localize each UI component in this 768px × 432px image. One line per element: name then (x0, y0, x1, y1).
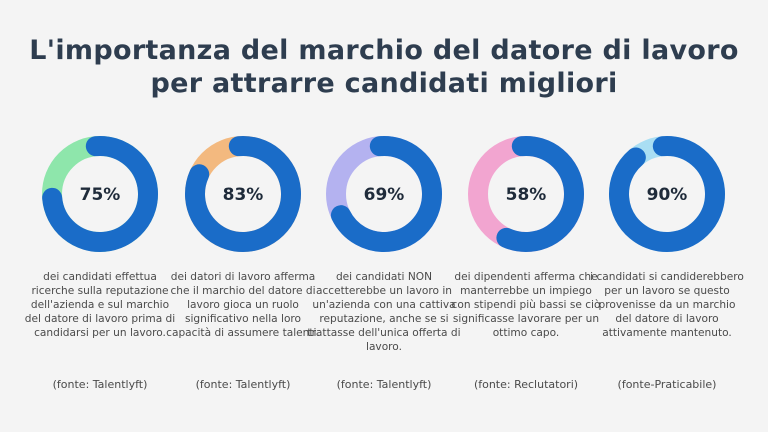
stat-card: 75% dei candidati effettua ricerche sulla… (23, 132, 177, 391)
stat-description: dei datori di lavoro afferma che il marc… (166, 271, 320, 339)
stat-source: (fonte: Talentlyft) (52, 378, 148, 391)
stat-card: 69% dei candidati NON accetterebbe un lav… (307, 132, 461, 391)
donut-value-arc (185, 135, 301, 252)
donut-chart: 69% (326, 135, 442, 252)
stat-source: (fonte: Talentlyft) (195, 378, 291, 391)
percent-label: 75% (80, 185, 121, 205)
stat-source: (fonte-Praticabile) (617, 378, 717, 391)
donut-chart: 58% (468, 135, 584, 252)
stat-card: 83% dei datori di lavoro afferma che il m… (166, 132, 320, 391)
donut-chart: 83% (185, 135, 301, 252)
percent-label: 58% (506, 185, 547, 205)
stat-description: i candidati si candiderebbero per un lav… (590, 271, 744, 339)
stat-description: dei candidati effettua ricerche sulla re… (24, 271, 176, 339)
percent-label: 83% (223, 185, 264, 205)
donut-value-arc (609, 135, 725, 252)
stat-card: 58% dei dipendenti afferma che manterrebb… (449, 132, 603, 391)
page-title: L'importanza del marchio del datore di l… (29, 35, 739, 99)
donut-value-arc (42, 135, 158, 252)
percent-label: 90% (647, 185, 688, 205)
stat-card: 90% i candidati si candiderebbero per un … (590, 132, 744, 391)
stat-description: dei candidati NON accetterebbe un lavoro… (307, 271, 461, 353)
donut-value-arc (468, 135, 584, 252)
stat-source: (fonte: Talentlyft) (336, 378, 432, 391)
stat-description: dei dipendenti afferma che manterrebbe u… (451, 271, 601, 339)
donut-chart: 75% (42, 135, 158, 252)
percent-label: 69% (364, 185, 405, 205)
stat-source: (fonte: Reclutatori) (473, 378, 579, 391)
donut-chart: 90% (609, 135, 725, 252)
donut-value-arc (326, 135, 442, 252)
